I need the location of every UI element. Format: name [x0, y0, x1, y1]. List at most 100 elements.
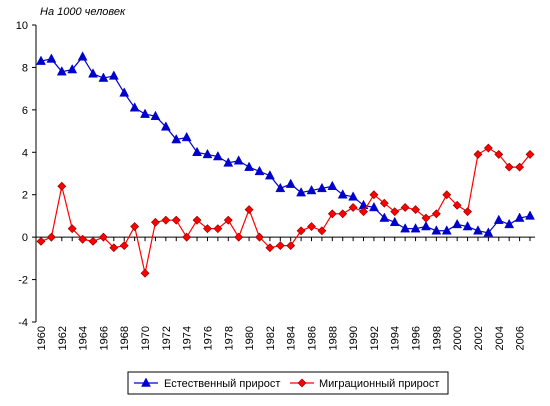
- x-tick-label: 1966: [98, 326, 110, 350]
- x-tick-label: 1984: [286, 326, 298, 350]
- data-point: [36, 55, 46, 65]
- x-tick-label: 1968: [119, 326, 131, 350]
- x-tick-label: 1990: [348, 326, 360, 350]
- data-point: [307, 222, 316, 231]
- data-point: [57, 181, 67, 191]
- data-point: [181, 131, 192, 142]
- data-point: [77, 51, 88, 61]
- data-point: [338, 209, 348, 219]
- data-point: [244, 205, 254, 214]
- data-point: [525, 210, 535, 220]
- data-point: [379, 198, 389, 208]
- data-point: [46, 232, 56, 242]
- series-1: [36, 51, 535, 237]
- data-point: [421, 221, 431, 231]
- x-tick-label: 1970: [140, 326, 152, 350]
- data-point: [431, 209, 441, 219]
- data-point: [108, 70, 119, 80]
- x-tick-label: 2002: [473, 326, 485, 350]
- y-tick-label: 4: [22, 147, 28, 159]
- y-tick-label: 2: [22, 190, 28, 202]
- data-point: [160, 121, 171, 131]
- x-tick-label: 1994: [390, 326, 402, 350]
- x-tick-label: 1978: [223, 326, 235, 350]
- data-point: [265, 243, 275, 253]
- data-point: [317, 226, 327, 236]
- x-tick-label: 1996: [411, 326, 423, 350]
- data-point: [255, 232, 264, 242]
- x-tick-label: 1980: [244, 326, 256, 350]
- axes: [32, 24, 535, 323]
- data-point: [99, 232, 108, 242]
- x-tick-label: 1982: [265, 326, 277, 350]
- series-layer: [36, 51, 535, 278]
- data-point: [390, 207, 400, 217]
- data-point: [494, 149, 504, 159]
- data-point: [150, 110, 161, 120]
- data-point: [264, 170, 275, 180]
- data-point: [78, 234, 88, 244]
- x-tick-label: 1992: [369, 326, 381, 350]
- data-point: [306, 184, 317, 195]
- data-point: [213, 224, 223, 234]
- data-point: [504, 218, 515, 229]
- data-point: [400, 203, 410, 212]
- legend-marker: [141, 377, 151, 387]
- data-point: [254, 165, 265, 176]
- data-point: [202, 148, 213, 159]
- data-point: [192, 146, 202, 157]
- data-point: [56, 66, 67, 76]
- data-point: [171, 134, 182, 144]
- data-point: [129, 102, 140, 112]
- data-point: [130, 222, 140, 231]
- data-point: [296, 226, 306, 236]
- data-point: [525, 149, 535, 159]
- data-point: [452, 218, 463, 229]
- tick-labels: -4 -2 0 2 4 6 8 10 1960 1962 1964 1966 1968 1970 1972 1…: [16, 20, 527, 350]
- data-point: [348, 191, 359, 201]
- unit-label: На 1000 человек: [40, 6, 126, 18]
- y-tick-label: -4: [18, 317, 28, 329]
- data-point: [203, 224, 212, 234]
- data-point: [389, 216, 400, 227]
- data-point: [88, 68, 98, 78]
- data-point: [379, 212, 390, 222]
- data-point: [46, 53, 57, 63]
- data-point: [286, 241, 296, 251]
- data-point: [369, 190, 379, 200]
- data-point: [431, 225, 442, 235]
- x-tick-label: 1998: [431, 326, 443, 350]
- data-point: [493, 214, 504, 224]
- x-tick-label: 2004: [494, 326, 506, 350]
- data-point: [327, 209, 337, 219]
- data-point: [171, 215, 181, 225]
- data-point: [182, 232, 192, 242]
- data-point: [275, 182, 286, 193]
- legend-label: Естественный прирост: [164, 378, 280, 390]
- legend: Естественный прирост Миграционный прирост: [127, 371, 449, 395]
- data-point: [285, 178, 296, 188]
- data-point: [212, 150, 223, 161]
- data-point: [327, 180, 338, 190]
- x-tick-label: 2006: [515, 326, 527, 350]
- data-point: [483, 143, 493, 153]
- data-point: [473, 149, 483, 159]
- y-tick-label: -2: [18, 275, 28, 287]
- data-point: [441, 225, 452, 235]
- data-point: [483, 227, 494, 237]
- x-tick-label: 1986: [307, 326, 319, 350]
- x-tick-label: 1964: [78, 326, 90, 350]
- data-point: [400, 223, 411, 233]
- data-point: [233, 155, 244, 165]
- x-tick-label: 1974: [182, 326, 194, 350]
- data-point: [410, 223, 421, 233]
- data-point: [98, 72, 109, 82]
- data-point: [504, 162, 514, 172]
- data-point: [67, 224, 77, 234]
- data-point: [161, 215, 171, 225]
- data-point: [473, 225, 483, 235]
- data-point: [223, 215, 233, 225]
- y-tick-label: 6: [22, 105, 28, 117]
- data-point: [192, 215, 202, 225]
- data-point: [348, 203, 358, 212]
